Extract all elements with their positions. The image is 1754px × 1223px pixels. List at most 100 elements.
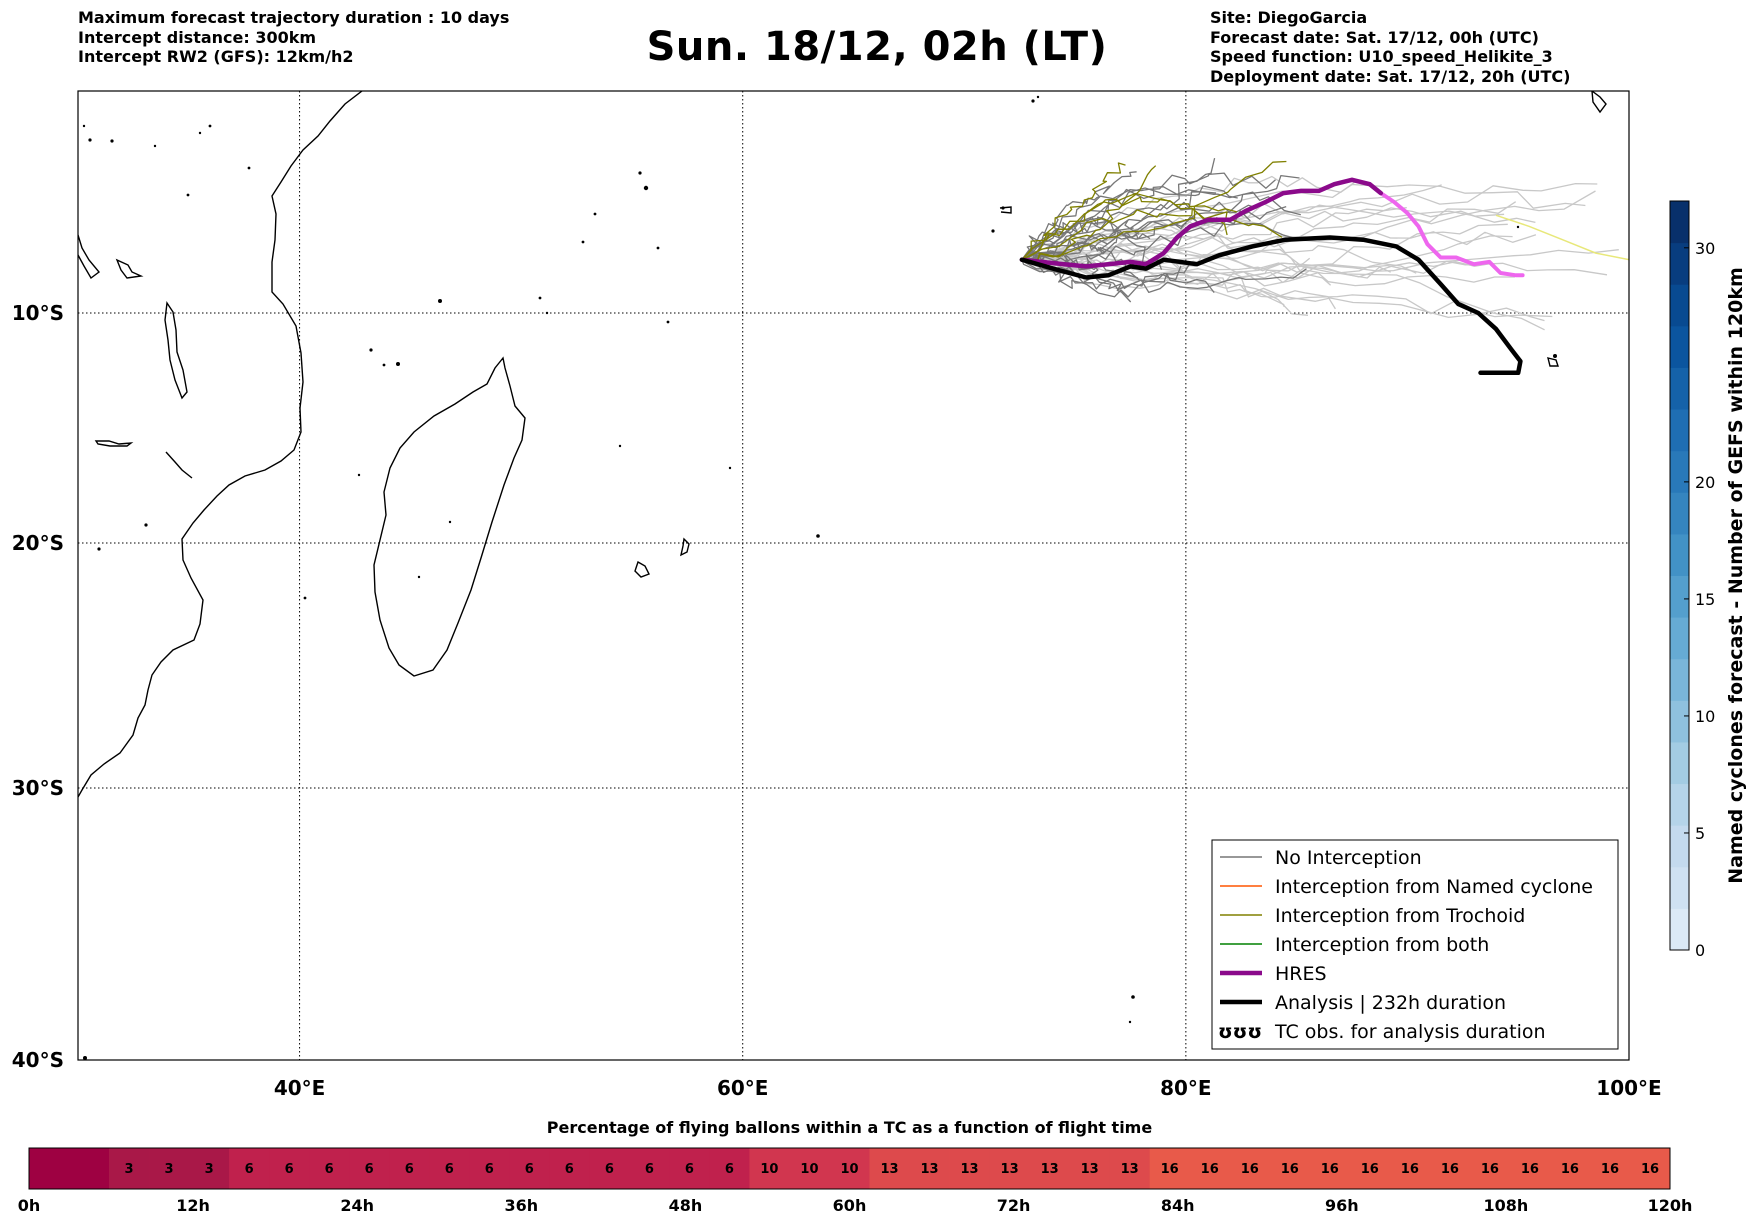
strip-cell-value: 13 [880,1162,898,1177]
island-outline [679,537,690,557]
island-dot [144,523,148,527]
strip-cell-value: 16 [1161,1162,1179,1177]
coastlines [78,91,1607,798]
strip-cell [1229,1148,1271,1189]
page-title: Sun. 18/12, 02h (LT) [646,24,1108,70]
legend: No Interception Interception from Named c… [1211,839,1619,1050]
latitude-label: 10°S [12,301,64,325]
strip-cell-value: 6 [485,1162,494,1177]
strip-cell [1109,1148,1151,1189]
strip-cell-value: 10 [840,1162,858,1177]
strip-cell [69,1148,110,1189]
island-outline [634,560,650,578]
strip-hour-label: 48h [669,1196,703,1215]
longitude-label: 100°E [1596,1076,1661,1100]
hres-track-tail [1378,191,1525,278]
colorbar-segment [1670,367,1689,410]
strip-cell [149,1148,190,1189]
madagascar-coast [373,356,526,677]
strip-cell [269,1148,310,1189]
colorbar-segment [1670,533,1689,576]
island-dot [593,212,597,216]
colorbar-tick-label: 0 [1695,941,1705,960]
strip-cell-value: 10 [760,1162,778,1177]
latitude-label: 20°S [12,531,64,555]
graticule [78,91,1629,1060]
strip-cell-value: 16 [1361,1162,1379,1177]
island-dot [153,144,157,148]
island-dot [656,246,660,250]
colorbar-segment [1670,700,1689,743]
longitude-label: 80°E [1160,1076,1212,1100]
strip-hour-label: 12h [176,1196,210,1215]
strip-cell-value: 16 [1281,1162,1299,1177]
colorbar-segment [1670,242,1689,285]
strip-cell-value: 16 [1201,1162,1219,1177]
strip-cell-value: 6 [685,1162,694,1177]
strip-cell-value: 6 [605,1162,614,1177]
strip-hour-label: 120h [1648,1196,1693,1215]
strip-cell [549,1148,590,1189]
strip-cell-value: 6 [365,1162,374,1177]
trajectories [1019,157,1629,376]
colorbar-segment [1670,617,1689,660]
latitude-label: 40°S [12,1048,64,1072]
longitude-label: 40°E [274,1076,326,1100]
colorbar-tick-label: 5 [1695,824,1705,843]
strip-cell [1309,1148,1351,1189]
colorbar-segment [1670,492,1689,535]
strip-cell [1389,1148,1431,1189]
island-dot [82,124,86,128]
colorbar-segment [1670,201,1689,244]
colorbar-title: Named cyclones forecast - Number of GEFS… [1725,267,1747,884]
island-dot [417,575,421,579]
strip-hour-label: 36h [504,1196,538,1215]
run-info: Maximum forecast trajectory duration : 1… [78,8,509,67]
small-islands [82,95,1557,1060]
strip-cell-value: 6 [565,1162,574,1177]
island-dot [638,171,642,175]
colorbar-frame [1669,200,1690,951]
strip-cell [1069,1148,1111,1189]
strip-hour-label: 108h [1484,1196,1529,1215]
strip-cell [229,1148,270,1189]
axis-labels: 40°E 60°E 80°E 100°E 10°S 20°S 30°S 40°S [12,301,1662,1100]
strip-cell [1429,1148,1471,1189]
legend-label: Interception from Named cyclone [1275,876,1593,898]
legend-label: Interception from both [1275,934,1489,956]
strip-cell [509,1148,550,1189]
africa-coast [78,91,363,798]
strip-title: Percentage of flying ballons within a TC… [547,1118,1153,1137]
island-dot [581,240,585,244]
strip-cell [1189,1148,1231,1189]
trochoid-track [1021,192,1237,261]
island-dot [1516,225,1520,229]
ensemble-track [1021,172,1276,261]
strip-cell-value: 6 [245,1162,254,1177]
run-info-line: Intercept distance: 300km [78,27,317,47]
strip-cell-value: 6 [405,1162,414,1177]
island-dot [1131,995,1135,999]
island-dot [643,185,649,191]
hres-track [1019,177,1384,269]
strip-cell-value: 3 [205,1162,214,1177]
forecast-info: Site: DiegoGarcia Forecast date: Sat. 17… [1210,8,1570,86]
colorbar-segment [1670,284,1689,327]
island-dot [83,1056,87,1060]
colorbar-segment [1670,325,1689,368]
strip-cell [989,1148,1031,1189]
strip-cell [1269,1148,1311,1189]
strip-cell-value: 6 [285,1162,294,1177]
strip-hour-label: 72h [997,1196,1031,1215]
strip-cell [389,1148,430,1189]
strip-cell-value: 6 [445,1162,454,1177]
colorbar-segment [1670,409,1689,452]
strip-cell-value: 16 [1401,1162,1419,1177]
map-frame [77,90,1630,1061]
strip-cell [1549,1148,1591,1189]
coast-fragment [1547,357,1559,367]
strip-cell [1589,1148,1631,1189]
strip-cell [349,1148,390,1189]
strip-cell-value: 16 [1521,1162,1539,1177]
analysis-track [1019,235,1523,376]
